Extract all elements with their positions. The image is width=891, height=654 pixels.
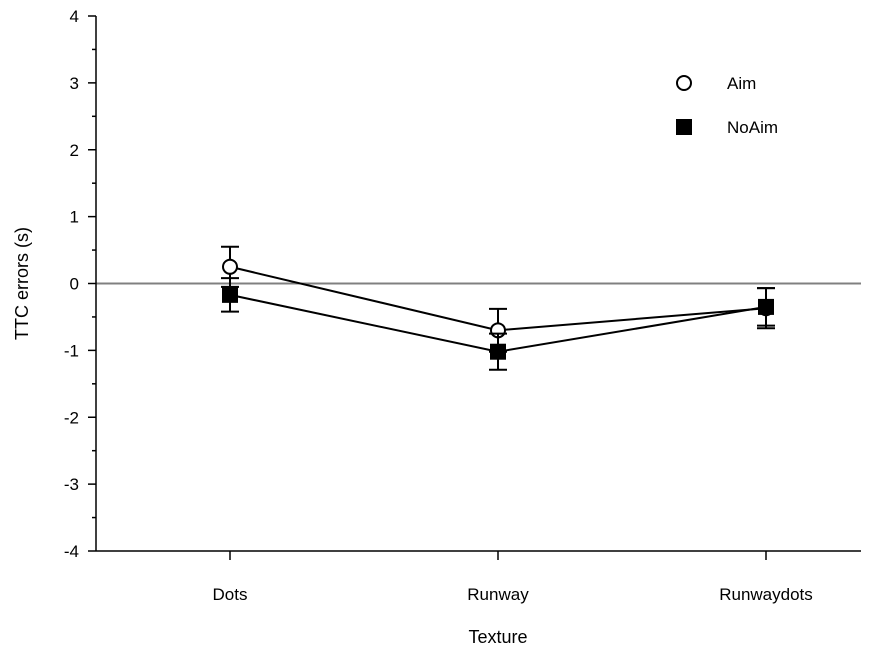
y-tick-label: -3 [64,475,79,494]
legend-marker [676,75,692,91]
y-tick-label: 1 [70,208,79,227]
legend: Aim NoAim [676,74,778,137]
y-tick-label: -2 [64,408,79,427]
y-tick-label: 0 [70,275,79,294]
y-axis-title: TTC errors (s) [12,227,32,340]
series-noaim [221,277,775,371]
x-tick-label: Runway [467,585,529,604]
y-tick-label: -4 [64,542,79,561]
legend-label: NoAim [727,118,778,137]
data-point [758,298,774,315]
x-tick-label: Runwaydots [719,585,813,604]
series [221,245,775,371]
y-tick-label: 4 [70,7,79,26]
legend-item-noaim: NoAim [676,118,778,137]
y-tick-label: -1 [64,341,79,360]
x-tick-label: Dots [213,585,248,604]
data-point [222,286,238,303]
x-axis-title: Texture [468,627,527,647]
data-point [222,258,238,275]
y-tick-label: 2 [70,141,79,160]
data-point [490,343,506,360]
y-ticks: -4 -3 -2 -1 0 1 2 3 4 [64,7,96,561]
y-tick-label: 3 [70,74,79,93]
legend-marker [676,119,692,135]
x-ticks: Dots Runway Runwaydots [213,551,813,604]
legend-item-aim: Aim [676,74,756,93]
legend-label: Aim [727,74,756,93]
